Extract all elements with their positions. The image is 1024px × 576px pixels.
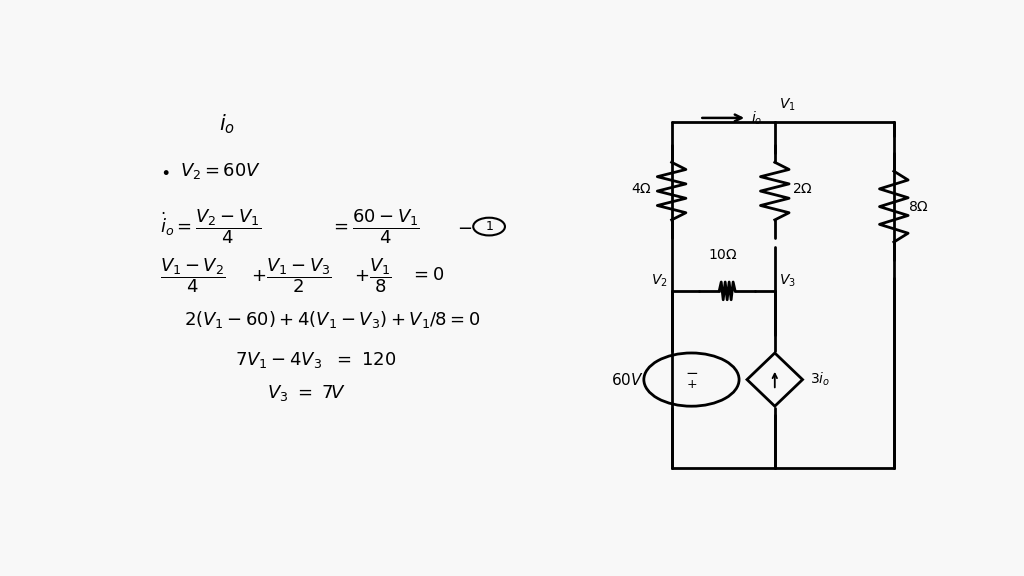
Text: $7V_1-4V_3\ \ =\ 120$: $7V_1-4V_3\ \ =\ 120$ <box>236 350 396 370</box>
Text: $+$: $+$ <box>686 378 697 392</box>
Text: $V_2 = 60V$: $V_2 = 60V$ <box>179 161 261 181</box>
Text: $\bullet$: $\bullet$ <box>160 162 169 180</box>
Text: $4\Omega$: $4\Omega$ <box>631 182 652 196</box>
Text: $= \dfrac{60-V_1}{4}$: $= \dfrac{60-V_1}{4}$ <box>331 207 420 246</box>
Text: $3i_o$: $3i_o$ <box>811 371 830 388</box>
Polygon shape <box>746 353 803 406</box>
Text: $-$: $-$ <box>458 218 472 236</box>
Text: $2(V_1-60)+4(V_1-V_3)+V_1/8=0$: $2(V_1-60)+4(V_1-V_3)+V_1/8=0$ <box>183 309 480 330</box>
Text: $-$: $-$ <box>685 364 698 379</box>
Text: $\dot{i}_o = \dfrac{V_2-V_1}{4}$: $\dot{i}_o = \dfrac{V_2-V_1}{4}$ <box>160 207 261 246</box>
Text: $+\dfrac{V_1}{8}$: $+\dfrac{V_1}{8}$ <box>354 256 392 295</box>
Circle shape <box>644 353 739 406</box>
Text: $+\dfrac{V_1-V_3}{2}$: $+\dfrac{V_1-V_3}{2}$ <box>251 256 332 295</box>
Text: $V_1$: $V_1$ <box>778 96 796 113</box>
Text: $=0$: $=0$ <box>410 266 443 285</box>
Text: $V_3\ =\ 7V$: $V_3\ =\ 7V$ <box>267 383 345 403</box>
Text: $10\Omega$: $10\Omega$ <box>709 248 738 262</box>
Text: $60V$: $60V$ <box>611 372 644 388</box>
Text: $V_3$: $V_3$ <box>778 272 796 289</box>
Text: $i_o$: $i_o$ <box>751 109 762 127</box>
Text: $\dfrac{V_1-V_2}{4}$: $\dfrac{V_1-V_2}{4}$ <box>160 256 225 295</box>
Text: $2\Omega$: $2\Omega$ <box>793 182 813 196</box>
Text: $8\Omega$: $8\Omega$ <box>908 200 929 214</box>
Text: $1$: $1$ <box>484 220 494 233</box>
Text: $\it{i_o}$: $\it{i_o}$ <box>219 113 236 137</box>
Text: $V_2$: $V_2$ <box>651 272 668 289</box>
